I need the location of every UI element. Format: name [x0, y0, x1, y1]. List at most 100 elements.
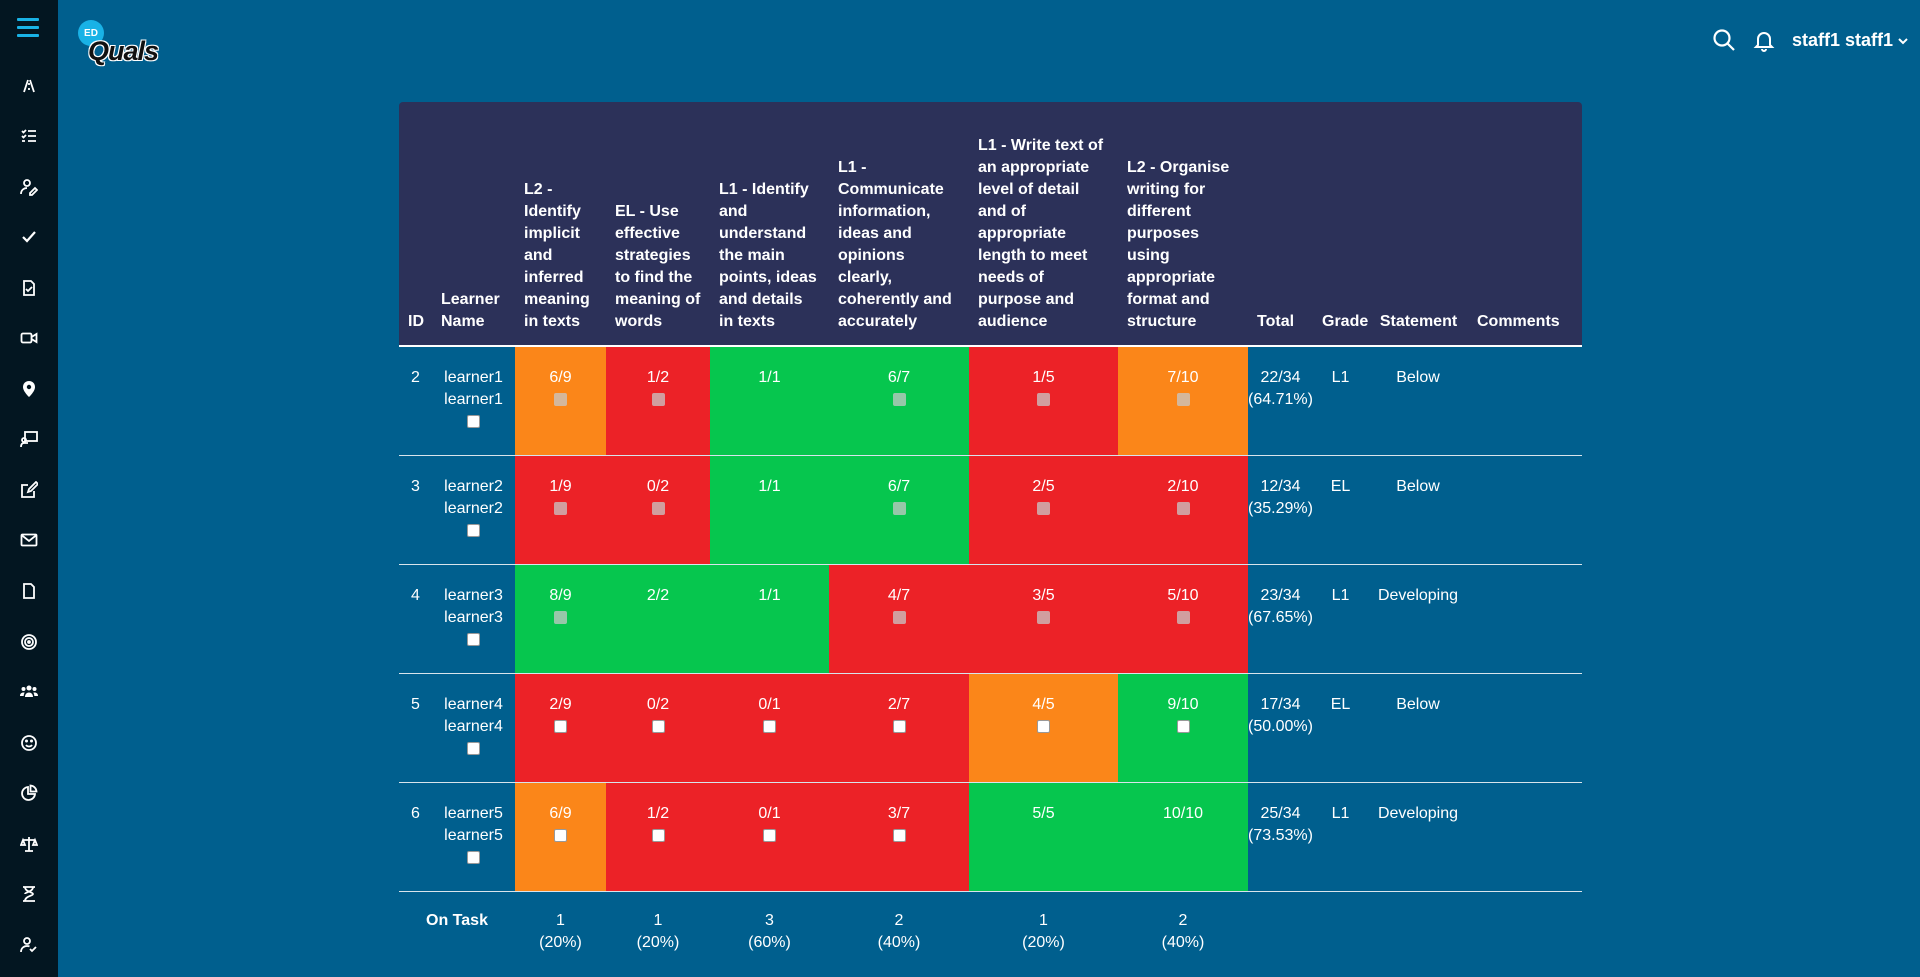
score-checkbox[interactable] [651, 719, 665, 733]
cell-statement: Below [1396, 477, 1440, 495]
app-logo[interactable]: ED Quals [76, 18, 162, 66]
score-checkbox[interactable] [892, 501, 906, 515]
group-icon[interactable] [19, 682, 39, 702]
score-checkbox[interactable] [892, 828, 906, 842]
smile-icon[interactable] [19, 733, 39, 753]
score-value: 9/10 [1167, 695, 1199, 713]
search-icon[interactable] [1712, 28, 1736, 52]
score-checkbox[interactable] [554, 828, 567, 842]
score-checkbox[interactable] [892, 393, 906, 406]
score-value: 0/2 [646, 695, 670, 713]
score-checkbox[interactable] [554, 719, 567, 733]
cell-grade: L1 [1331, 369, 1350, 386]
logo-badge: ED [78, 20, 104, 46]
score-checkbox[interactable] [554, 501, 567, 515]
document-check-icon[interactable] [19, 278, 39, 298]
score-checkbox[interactable] [892, 719, 906, 733]
on-task-cell: 1 (20%) [606, 891, 710, 975]
score-value: 1/1 [758, 369, 781, 386]
mail-icon[interactable] [19, 530, 39, 550]
score-cell: 8/9 [515, 564, 606, 673]
learner-checkbox[interactable] [467, 415, 480, 428]
video-icon[interactable] [19, 328, 39, 348]
score-checkbox[interactable] [1176, 393, 1190, 406]
total-value: 22/34 [1260, 369, 1301, 386]
tasklist-icon[interactable] [19, 126, 39, 146]
roadmap-icon[interactable] [19, 76, 39, 96]
score-checkbox[interactable] [1176, 610, 1190, 624]
learner-first-name: learner2 [444, 477, 503, 495]
col-header-grade[interactable]: Grade [1313, 102, 1368, 346]
score-checkbox[interactable] [1037, 393, 1050, 406]
col-header-total[interactable]: Total [1248, 102, 1313, 346]
score-checkbox[interactable] [763, 828, 776, 842]
score-value: 0/1 [758, 695, 781, 713]
logo-text: Quals [88, 36, 159, 66]
scales-icon[interactable] [19, 834, 39, 854]
user-menu[interactable]: staff1 staff1 [1792, 30, 1909, 51]
target-icon[interactable] [19, 632, 39, 652]
col-header-id[interactable]: ID [399, 102, 432, 346]
score-cell: 6/7 [829, 346, 969, 455]
score-value: 2/10 [1167, 477, 1199, 495]
cell-id: 3 [411, 477, 420, 495]
learner-checkbox[interactable] [467, 632, 480, 646]
col-header-l1-communicate[interactable]: L1 - Communicate information, ideas and … [829, 102, 969, 346]
learner-checkbox[interactable] [467, 850, 480, 864]
classroom-icon[interactable] [19, 429, 39, 449]
score-checkbox[interactable] [651, 828, 665, 842]
col-header-l2-organise-writing[interactable]: L2 - Organise writing for different purp… [1118, 102, 1248, 346]
score-checkbox[interactable] [1037, 719, 1050, 733]
col-header-l2-implicit-meaning[interactable]: L2 - Identify implicit and inferred mean… [515, 102, 606, 346]
file-icon[interactable] [19, 581, 39, 601]
cell-comments[interactable] [1468, 346, 1582, 455]
chart-pie-icon[interactable] [19, 783, 39, 803]
user-edit-icon[interactable] [19, 177, 39, 197]
score-checkbox[interactable] [892, 610, 906, 624]
learner-checkbox[interactable] [467, 523, 480, 537]
menu-icon[interactable] [17, 18, 39, 38]
score-checkbox[interactable] [1037, 501, 1050, 515]
col-header-comments[interactable]: Comments [1468, 102, 1582, 346]
learner-checkbox[interactable] [467, 741, 480, 755]
col-header-l1-write-text[interactable]: L1 - Write text of an appropriate level … [969, 102, 1118, 346]
col-header-learner-name[interactable]: Learner Name [432, 102, 515, 346]
chevron-down-icon [1898, 37, 1908, 44]
score-checkbox[interactable] [651, 501, 665, 515]
score-value: 1/2 [646, 369, 670, 386]
location-icon[interactable] [19, 379, 39, 399]
cell-comments[interactable] [1468, 564, 1582, 673]
score-checkbox[interactable] [554, 393, 567, 406]
col-header-statement[interactable]: Statement [1368, 102, 1468, 346]
on-task-cell: 1 (20%) [969, 891, 1118, 975]
score-checkbox[interactable] [651, 393, 665, 406]
score-value: 10/10 [1162, 804, 1204, 822]
cell-comments[interactable] [1468, 455, 1582, 564]
cell-id: 4 [411, 586, 420, 604]
score-checkbox[interactable] [1037, 610, 1050, 624]
cell-total: 12/34 (35.29%) [1248, 455, 1313, 564]
score-checkbox[interactable] [1176, 719, 1190, 733]
cell-comments[interactable] [1468, 782, 1582, 891]
col-header-l1-main-points[interactable]: L1 - Identify and understand the main po… [710, 102, 829, 346]
cell-learner-name: learner2 learner2 [432, 455, 515, 564]
score-value: 0/1 [758, 804, 781, 822]
total-value: 17/34 [1260, 695, 1301, 713]
cell-learner-name: learner1 learner1 [432, 346, 515, 455]
edit-icon[interactable] [19, 480, 39, 500]
score-cell: 2/10 [1118, 455, 1248, 564]
score-value: 1/1 [758, 586, 781, 604]
on-task-percent: (20%) [1022, 933, 1065, 951]
score-checkbox[interactable] [763, 719, 776, 733]
score-value: 2/2 [646, 586, 670, 604]
cell-comments[interactable] [1468, 673, 1582, 782]
score-checkbox[interactable] [1176, 501, 1190, 515]
score-cell: 2/2 [606, 564, 710, 673]
score-cell: 10/10 [1118, 782, 1248, 891]
user-check-icon[interactable] [19, 935, 39, 955]
bell-icon[interactable] [1752, 28, 1776, 52]
col-header-el-meaning-of-words[interactable]: EL - Use effective strategies to find th… [606, 102, 710, 346]
check-icon[interactable] [19, 227, 39, 247]
score-checkbox[interactable] [554, 610, 567, 624]
hourglass-icon[interactable] [19, 884, 39, 904]
